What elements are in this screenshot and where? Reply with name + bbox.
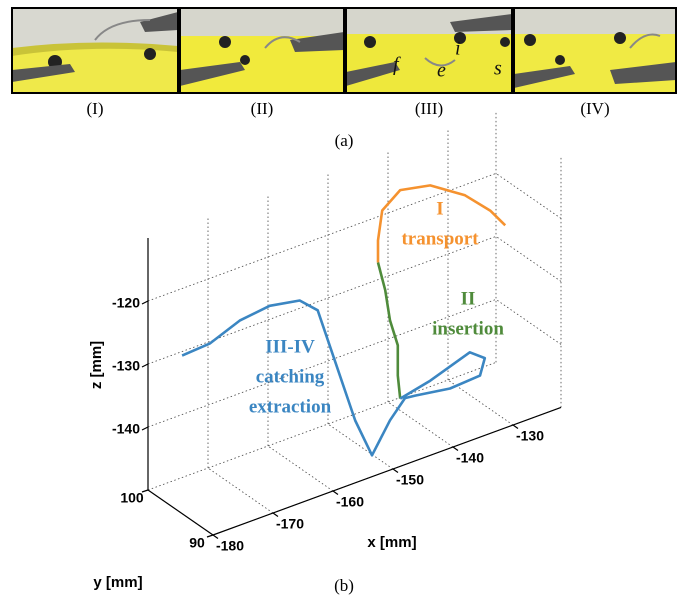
tick-mark bbox=[392, 468, 399, 473]
series-label: I bbox=[436, 198, 443, 219]
plot-3d: (b) x [mm] y [mm] z [mm] bbox=[88, 341, 417, 595]
tick-mark bbox=[212, 534, 219, 539]
photo-annotation: i bbox=[455, 38, 461, 60]
y-axis-label: y [mm] bbox=[93, 574, 142, 591]
series-label: II bbox=[461, 288, 476, 309]
z-tick-label: -140 bbox=[112, 421, 140, 437]
x-tick-label: -150 bbox=[396, 472, 424, 488]
series-label: insertion bbox=[432, 318, 504, 339]
series-label: III-IV bbox=[265, 336, 315, 357]
grid-line bbox=[495, 173, 562, 219]
x-tick-label: -140 bbox=[456, 450, 484, 466]
photo bbox=[11, 7, 179, 94]
y-tick-label: 90 bbox=[189, 535, 205, 551]
series-label: transport bbox=[401, 228, 479, 249]
grid-line bbox=[147, 299, 497, 428]
caption: (b) bbox=[334, 576, 354, 595]
x-tick-label: -160 bbox=[336, 494, 364, 510]
photo bbox=[345, 7, 513, 94]
y-tick-label: 100 bbox=[120, 490, 144, 506]
tick-mark bbox=[141, 300, 149, 305]
grid-line bbox=[147, 236, 497, 365]
grid-line bbox=[267, 445, 334, 492]
photo-annotation: f bbox=[393, 54, 401, 76]
grid-line bbox=[147, 173, 497, 302]
tick-mark bbox=[141, 426, 149, 431]
photo-strip: f e i s (I) (II) (III) (IV) (a) bbox=[11, 7, 677, 150]
panel-label: (IV) bbox=[580, 99, 609, 118]
photo-annotation: e bbox=[437, 60, 446, 82]
x-axis-label: x [mm] bbox=[367, 534, 416, 551]
series-label: catching bbox=[256, 366, 325, 387]
photo bbox=[513, 7, 677, 94]
z-axis-label: z [mm] bbox=[88, 341, 105, 389]
tick-mark bbox=[512, 424, 519, 429]
x-tick-label: -130 bbox=[516, 428, 544, 444]
grid-line bbox=[327, 423, 394, 470]
grid-line bbox=[387, 401, 454, 448]
panel-label: (II) bbox=[251, 99, 274, 118]
caption: (a) bbox=[335, 131, 354, 150]
grid-line bbox=[495, 299, 562, 345]
tick-mark bbox=[141, 363, 149, 368]
trajectory bbox=[376, 184, 507, 263]
axis-line bbox=[147, 489, 214, 536]
tick-mark bbox=[452, 446, 459, 451]
panel-label: (I) bbox=[87, 99, 104, 118]
series-label: extraction bbox=[249, 396, 332, 417]
trajectory bbox=[376, 262, 402, 399]
tick-mark bbox=[332, 490, 339, 495]
panel-label: (III) bbox=[415, 99, 443, 118]
photo-annotation: s bbox=[494, 58, 502, 80]
tick-mark bbox=[141, 489, 149, 493]
z-tick-label: -120 bbox=[112, 295, 140, 311]
grid-line bbox=[207, 467, 274, 514]
grid-line bbox=[447, 379, 514, 426]
x-tick-label: -180 bbox=[216, 538, 244, 554]
grid-line bbox=[147, 362, 497, 491]
z-tick-label: -130 bbox=[112, 358, 140, 374]
grid-line bbox=[495, 236, 562, 282]
tick-mark bbox=[206, 534, 214, 538]
axis-line bbox=[212, 406, 562, 536]
photo bbox=[179, 7, 345, 94]
x-tick-label: -170 bbox=[276, 516, 304, 532]
trajectory bbox=[181, 299, 487, 457]
tick-mark bbox=[272, 512, 279, 517]
